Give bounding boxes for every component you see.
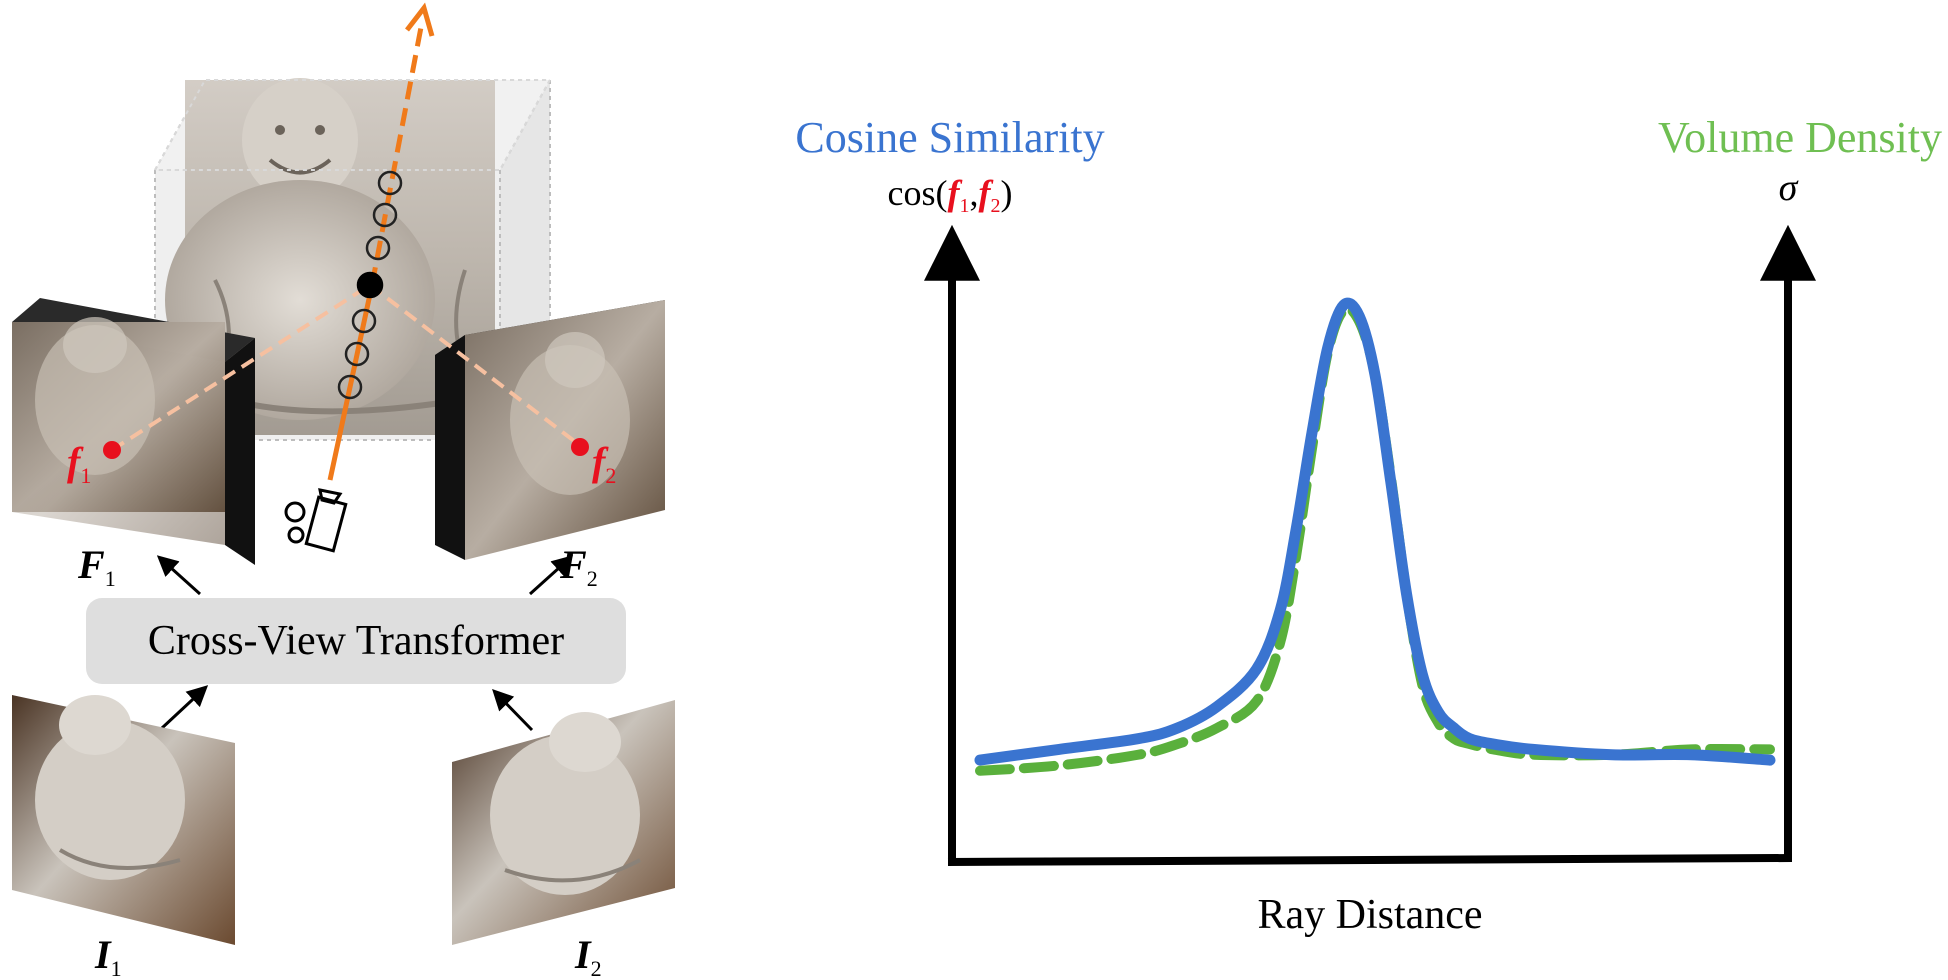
- sample-point-selected: [356, 271, 384, 299]
- feature-point-1: [103, 441, 121, 459]
- input-image-2: [452, 700, 675, 945]
- right-axis-title: Volume Density: [1658, 113, 1942, 162]
- feature-map-2: [435, 300, 665, 560]
- feature-map-1-label: F1: [77, 542, 116, 591]
- input-image-1: [12, 695, 235, 945]
- arrow-to-f1: [156, 555, 202, 596]
- input-image-2-label: I2: [574, 932, 602, 980]
- sample-point: [365, 235, 391, 261]
- x-axis-label: Ray Distance: [1257, 892, 1482, 938]
- cross-view-transformer-box: Cross-View Transformer: [86, 598, 626, 684]
- feature-point-1-label: f1: [67, 439, 91, 488]
- camera-icon: [284, 488, 348, 553]
- left-axis-formula: cos(f1,f2): [888, 173, 1013, 217]
- projection-lines: [110, 283, 584, 452]
- left-diagram: f1 f2 F1 F2 Cross-View Transformer: [12, 2, 675, 980]
- x-axis: [947, 854, 1793, 866]
- plot-area: [974, 297, 1776, 776]
- input-image-1-label: I1: [94, 932, 122, 980]
- sample-point: [372, 202, 398, 228]
- sample-point: [377, 170, 403, 196]
- sample-point: [351, 308, 377, 334]
- sample-point: [337, 374, 363, 400]
- feature-point-2: [571, 438, 589, 456]
- cosine-similarity-curve: [974, 297, 1776, 766]
- arrow-from-i1: [160, 685, 209, 730]
- sample-point: [344, 341, 370, 367]
- feature-point-2-label: f2: [592, 439, 616, 488]
- arrow-from-i2: [492, 688, 534, 732]
- arrow-to-f2: [528, 555, 574, 596]
- left-axis-title: Cosine Similarity: [795, 113, 1104, 162]
- cross-view-transformer-label: Cross-View Transformer: [148, 618, 564, 664]
- camera-ray: [327, 2, 435, 481]
- feature-map-2-label: F2: [559, 542, 598, 591]
- right-axis-symbol: σ: [1779, 167, 1799, 209]
- right-chart: Cosine Similarity cos(f1,f2) Volume Dens…: [795, 113, 1942, 938]
- feature-map-1: [12, 298, 255, 565]
- ray-sample-points: [337, 170, 403, 400]
